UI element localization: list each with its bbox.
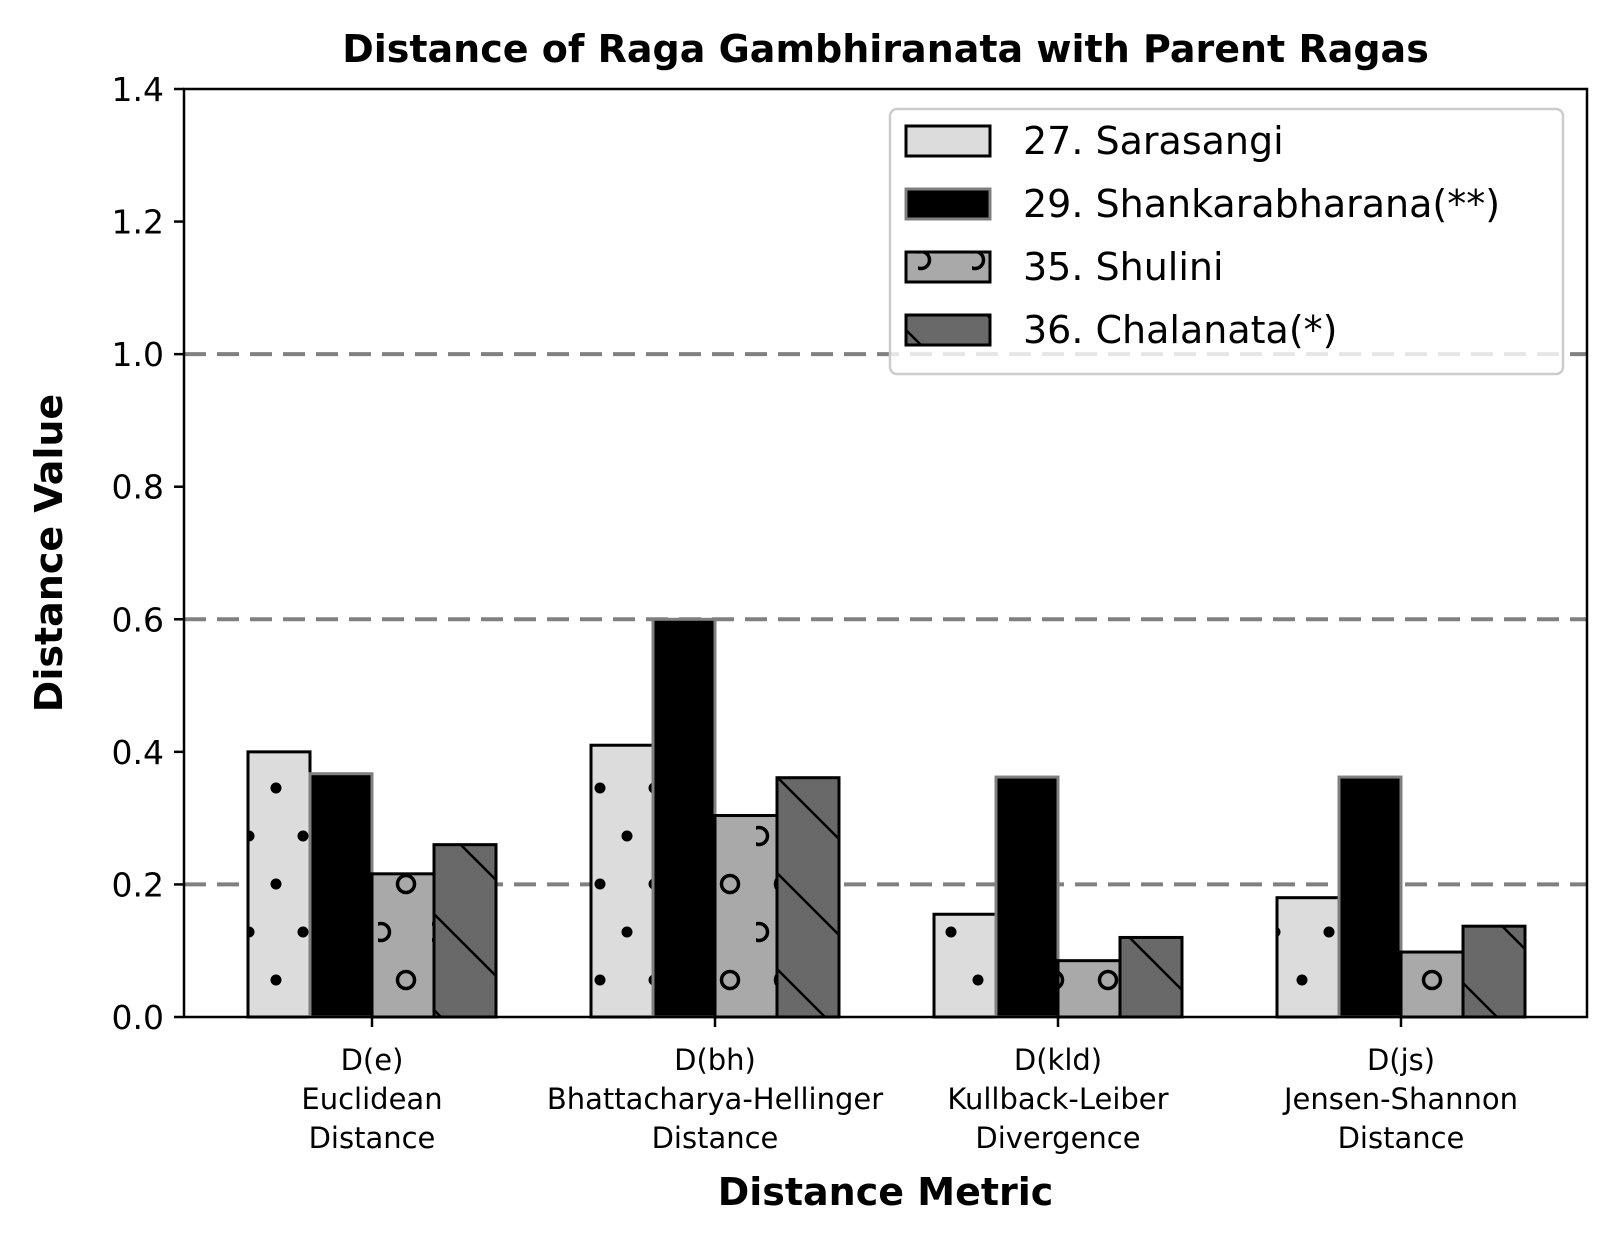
y-axis: 0.0 0.2 0.4 0.6 0.8 1.0 1.2 1.4 — [112, 70, 184, 1037]
y-tick-label: 1.2 — [112, 203, 164, 242]
legend-swatch-hatch — [906, 315, 990, 345]
legend-label: 29. Shankarabharana(**) — [1023, 182, 1500, 226]
y-tick-label: 0.2 — [112, 865, 164, 904]
bar-hatch — [777, 777, 839, 1017]
y-tick-label: 0.0 — [112, 998, 164, 1037]
bars-group — [246, 617, 1527, 1019]
bar-hatch — [1120, 937, 1182, 1017]
legend-label: 36. Chalanata(*) — [1023, 308, 1337, 352]
y-tick-label: 1.4 — [112, 70, 164, 109]
bar-hatch — [591, 745, 653, 1017]
x-tick-label: Kullback-Leiber — [947, 1082, 1168, 1116]
y-tick-label: 0.4 — [112, 733, 164, 772]
bar-hatch — [248, 751, 310, 1017]
x-axis: D(e) Euclidean Distance D(bh) Bhattacharya-H… — [301, 1017, 1518, 1155]
legend-swatch — [904, 124, 992, 158]
x-tick-label: Jensen-Shannon — [1282, 1082, 1518, 1116]
y-axis-title: Distance Value — [27, 394, 71, 712]
legend-swatch-hatch — [906, 252, 990, 282]
bar-hatch — [1401, 952, 1463, 1017]
legend-label: 35. Shulini — [1023, 245, 1224, 289]
bar-hatch — [934, 914, 996, 1017]
x-tick-label: Distance — [1338, 1121, 1465, 1155]
legend: 27. Sarasangi 29. Shankarabharana(**) 35. … — [888, 107, 1565, 376]
bar-fill — [1339, 777, 1401, 1017]
y-tick-label: 1.0 — [112, 335, 164, 374]
bar-hatch — [434, 844, 496, 1017]
legend-swatch — [904, 187, 992, 221]
bar-hatch — [715, 815, 777, 1017]
bar-fill — [653, 619, 715, 1017]
legend-swatch-fill — [906, 189, 990, 219]
bar-fill — [310, 773, 372, 1017]
x-tick-label: D(js) — [1367, 1043, 1435, 1077]
legend-swatch — [904, 250, 992, 284]
bar-hatch — [1277, 897, 1339, 1017]
bar-hatch — [1463, 926, 1525, 1017]
legend-box — [888, 107, 1565, 376]
x-axis-title: Distance Metric — [718, 1170, 1054, 1214]
x-tick-label: Divergence — [975, 1121, 1140, 1155]
legend-label: 27. Sarasangi — [1023, 119, 1284, 163]
y-tick-label: 0.8 — [112, 468, 164, 507]
y-tick-label: 0.6 — [112, 600, 164, 639]
chart-title: Distance of Raga Gambhiranata with Paren… — [342, 27, 1429, 71]
bar-hatch — [1058, 960, 1120, 1017]
legend-swatch-hatch — [906, 126, 990, 156]
legend-swatch — [904, 313, 992, 347]
bar-fill — [996, 777, 1058, 1017]
x-tick-label: D(bh) — [674, 1043, 756, 1077]
x-tick-label: Distance — [309, 1121, 436, 1155]
x-tick-label: D(e) — [341, 1043, 404, 1077]
x-tick-label: D(kld) — [1014, 1043, 1102, 1077]
x-tick-label: Bhattacharya-Hellinger — [547, 1082, 883, 1116]
x-tick-label: Distance — [652, 1121, 779, 1155]
x-tick-label: Euclidean — [301, 1082, 442, 1116]
plot-frame — [182, 87, 1589, 1019]
bar-hatch — [372, 873, 434, 1017]
